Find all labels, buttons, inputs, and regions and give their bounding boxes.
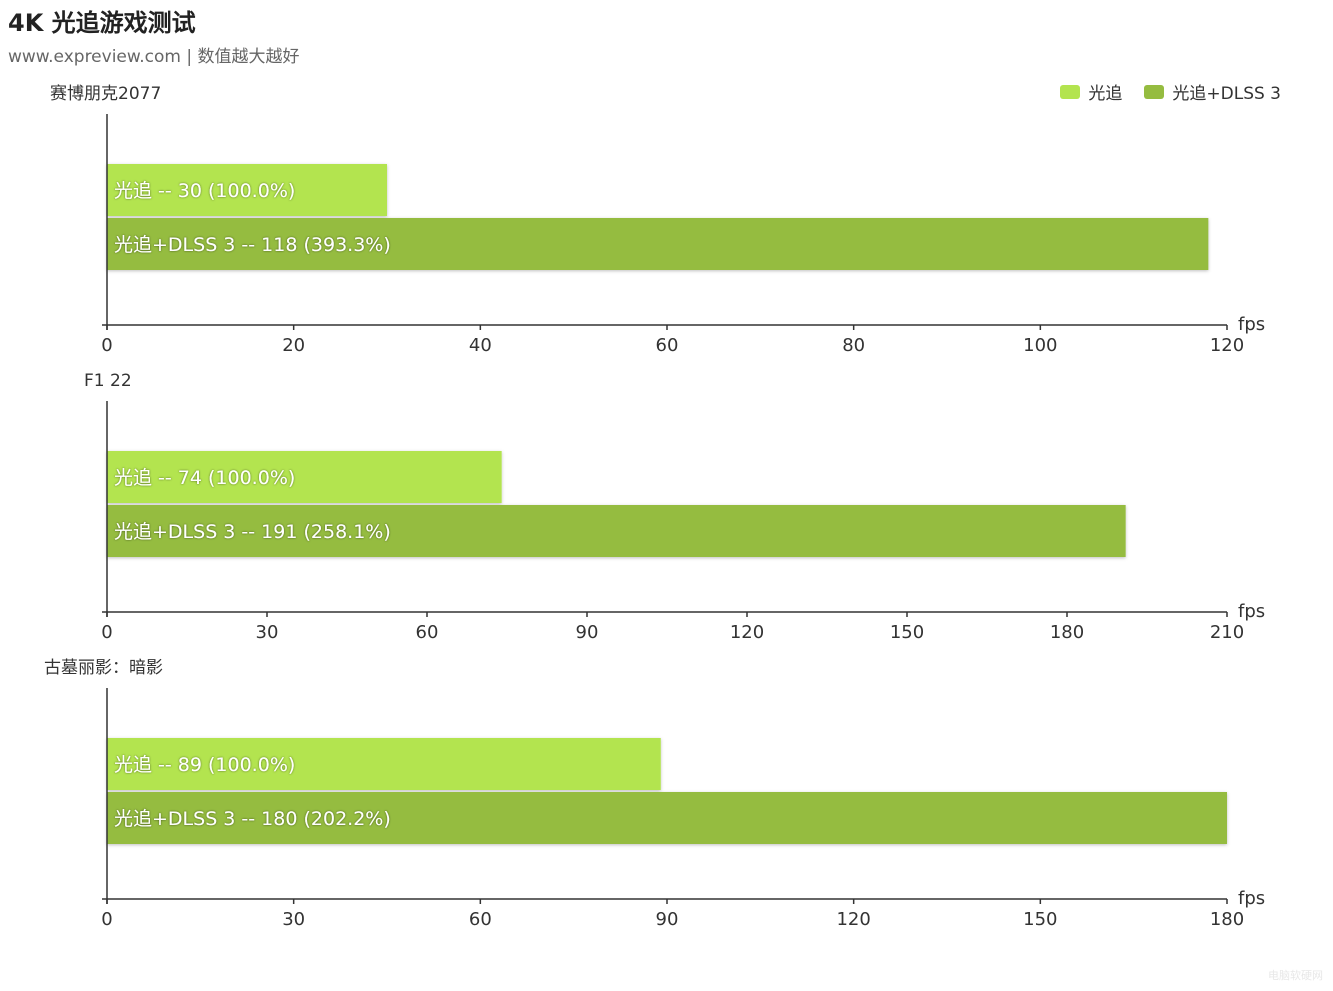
bar-data-label: 光追 -- 30 (100.0%) [114,180,295,202]
x-tick-label: 60 [469,909,492,930]
page-subtitle: www.expreview.com | 数值越大越好 [8,47,300,67]
x-tick-label: 120 [1210,335,1244,356]
x-axis-unit-label: fps [1238,314,1265,335]
x-axis-unit-label: fps [1238,601,1265,622]
bar-rt[interactable] [107,451,502,503]
watermark: 电脑软硬网 [1268,969,1323,982]
chart-panel-1: 赛博朋克2077 光追 -- 30 (100.0%) 光追+DLSS 3 -- 11… [50,83,1265,356]
x-tick-label: 120 [836,909,870,930]
chart-title: 古墓丽影：暗影 [44,658,163,678]
x-tick-label: 90 [656,909,679,930]
page-title: 4K 光追游戏测试 [8,9,196,37]
x-tick-label: 20 [282,335,305,356]
bar-data-label: 光追+DLSS 3 -- 191 (258.1%) [114,521,391,543]
bar-data-label: 光追 -- 74 (100.0%) [114,467,295,489]
x-tick-label: 150 [1023,909,1057,930]
legend-item-rt-dlss3[interactable]: 光追+DLSS 3 [1144,79,1281,104]
bar-data-label: 光追+DLSS 3 -- 118 (393.3%) [114,234,391,256]
x-tick-label: 90 [576,622,599,643]
bar-rt[interactable] [107,164,387,216]
x-axis-unit-label: fps [1238,888,1265,909]
x-tick-label: 30 [256,622,279,643]
x-tick-label: 0 [101,909,112,930]
legend-swatch-rt-dlss3 [1144,84,1165,99]
bar-rt-dlss3[interactable] [107,218,1209,270]
legend-swatch-rt [1060,84,1081,99]
x-tick-label: 120 [730,622,764,643]
x-tick-label: 0 [101,335,112,356]
x-tick-label: 180 [1210,909,1244,930]
bar-data-label: 光追 -- 89 (100.0%) [114,754,295,776]
bar-rt-dlss3[interactable] [107,792,1227,844]
x-tick-label: 60 [656,335,679,356]
x-tick-label: 180 [1050,622,1084,643]
chart-title: F1 22 [84,371,132,391]
x-tick-label: 210 [1210,622,1244,643]
x-tick-label: 80 [842,335,865,356]
x-tick-label: 0 [101,622,112,643]
x-tick-label: 30 [282,909,305,930]
legend-label-rt-dlss3: 光追+DLSS 3 [1172,84,1281,104]
bar-rt-dlss3[interactable] [107,505,1126,557]
x-tick-label: 150 [890,622,924,643]
legend: 光追 光追+DLSS 3 [1060,79,1281,104]
x-tick-label: 40 [469,335,492,356]
legend-label-rt: 光追 [1088,84,1123,104]
legend-item-rt[interactable]: 光追 [1060,79,1122,104]
x-tick-label: 100 [1023,335,1057,356]
bar-rt[interactable] [107,738,661,790]
x-tick-label: 60 [416,622,439,643]
chart-title: 赛博朋克2077 [50,83,161,104]
chart-panel-2: F1 22 光追 -- 74 (100.0%) 光追+DLSS 3 -- 191 (… [84,371,1265,643]
bar-data-label: 光追+DLSS 3 -- 180 (202.2%) [114,808,391,830]
